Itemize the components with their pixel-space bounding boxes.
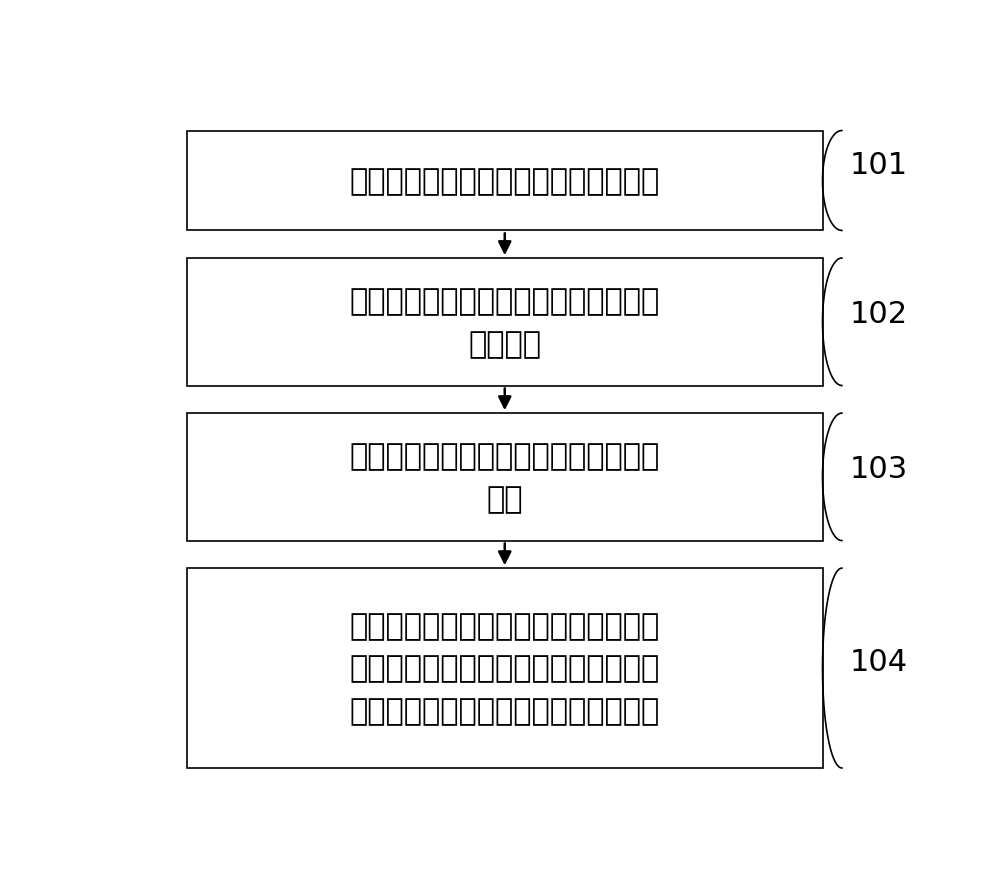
Text: 104: 104 [850,647,908,676]
Text: 102: 102 [850,299,908,328]
Text: 遍历所有的航线段，查找出航线段之间
的交叉点: 遍历所有的航线段，查找出航线段之间 的交叉点 [350,287,660,358]
Bar [187,131,822,232]
Text: 101: 101 [850,151,908,181]
Text: 读取所有的航线段的航线数据，并存储: 读取所有的航线段的航线数据，并存储 [350,167,660,196]
Text: 推导出相交的两条焊线段的两个端点的
高度: 推导出相交的两条焊线段的两个端点的 高度 [350,442,660,513]
Bar [187,414,822,541]
Text: 103: 103 [850,454,908,483]
Bar [187,258,822,386]
Text: 判断两条相交的航线段在交叉点处的高
度间距是否小于等于设定的阈值，如果
是则判别为有冲突，否则判别为无冲突: 判断两条相交的航线段在交叉点处的高 度间距是否小于等于设定的阈值，如果 是则判别… [350,611,660,726]
Bar [187,569,822,768]
